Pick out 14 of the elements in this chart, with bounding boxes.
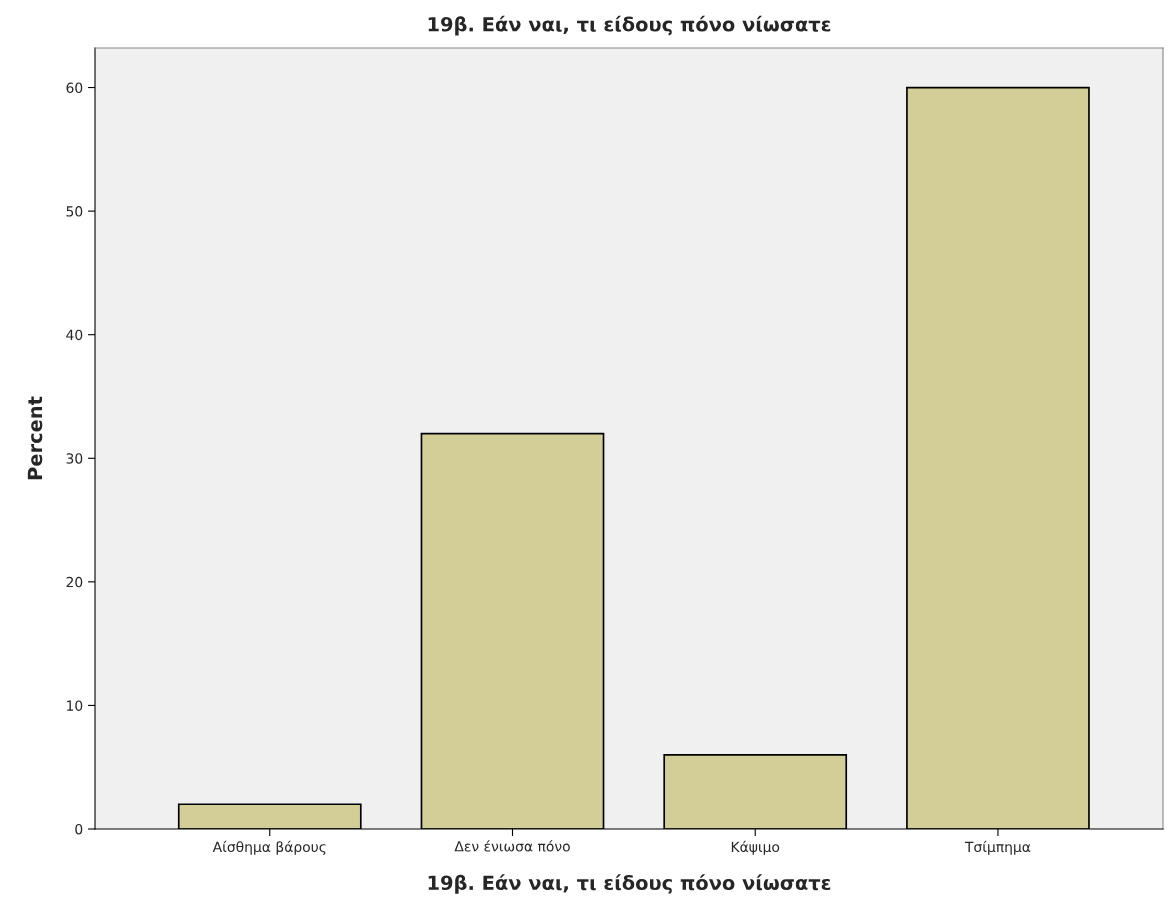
chart-title: 19β. Εάν ναι, τι είδους πόνο νίωσατε [428, 15, 831, 36]
y-tick-label: 0 [75, 823, 83, 835]
y-tick-label: 50 [66, 206, 83, 217]
y-tick-label: 20 [66, 576, 83, 588]
x-axis-title: 19β. Εάν ναι, τι είδους πόνο νίωσατε [428, 874, 831, 894]
x-tick-label: Κάψιμο [731, 840, 780, 855]
y-tick-label: 40 [66, 329, 83, 341]
y-tick-label: 30 [66, 453, 83, 464]
y-tick-label: 60 [66, 82, 83, 94]
y-tick-label: 10 [67, 700, 83, 711]
y-axis-title: Percent [27, 396, 43, 480]
x-tick-label: Αίσθημα βάρους [212, 840, 326, 855]
x-tick-label: Τσίμπημα [964, 840, 1031, 855]
x-tick-label: Δεν ένιωσα πόνο [454, 840, 570, 852]
